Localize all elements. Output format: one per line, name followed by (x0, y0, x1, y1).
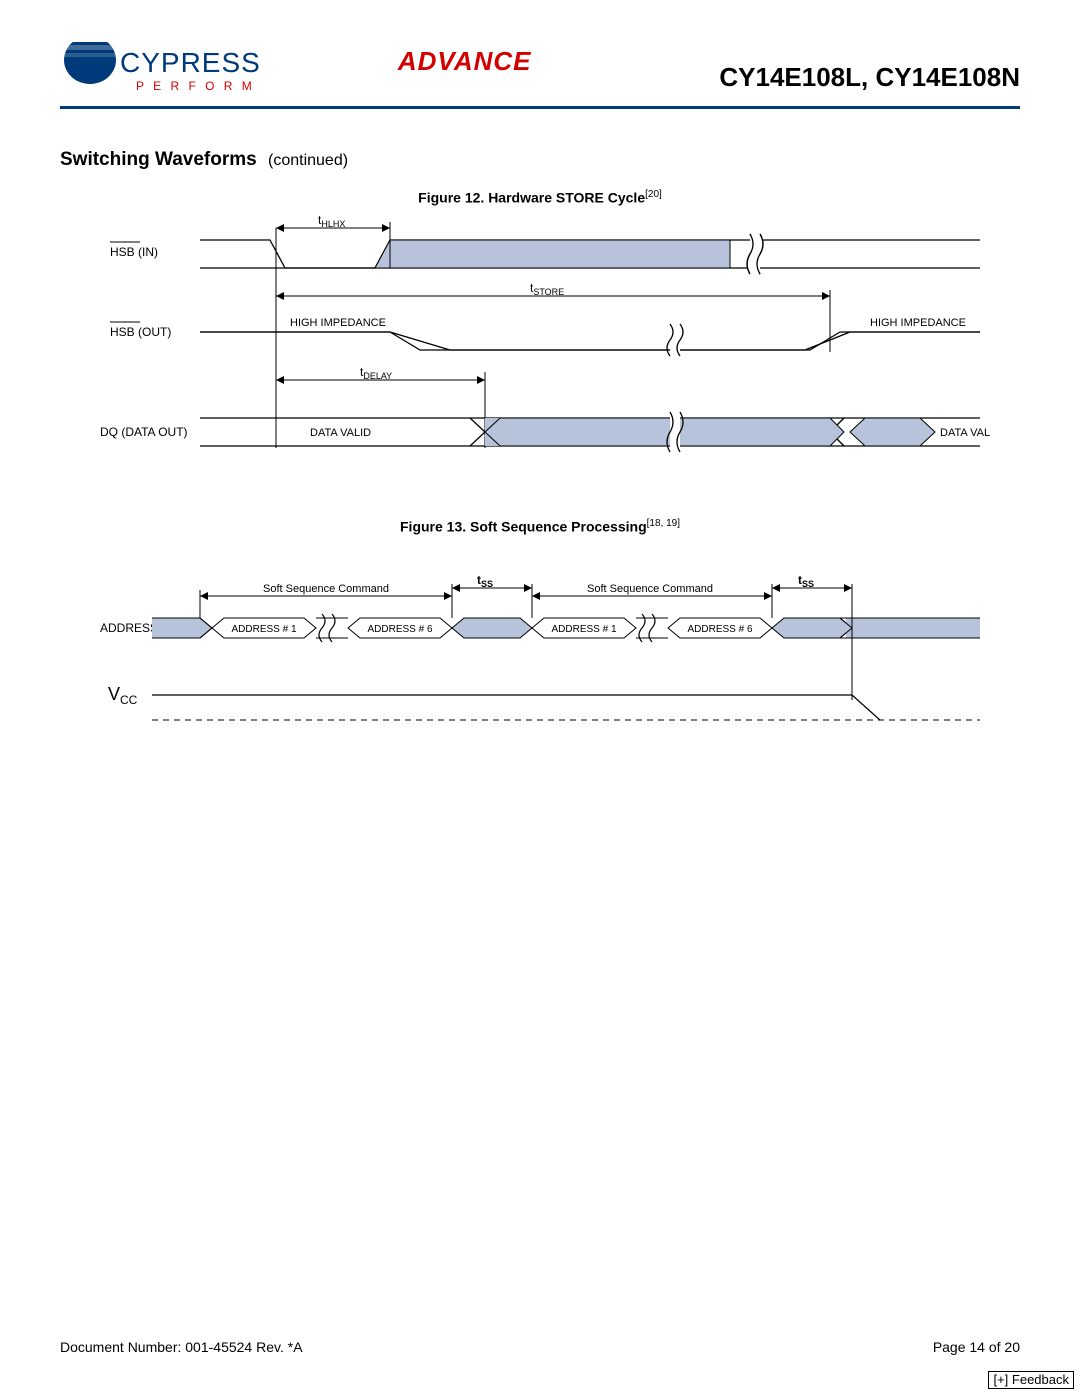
fig13-caption-text: Figure 13. Soft Sequence Processing (400, 518, 647, 534)
section-heading: Switching Waveforms (continued) (60, 149, 1020, 171)
logo-tagline: P E R F O R M (136, 79, 255, 93)
fig12-datavalid-left: DATA VALID (310, 427, 371, 439)
fig12-datavalid-right: DATA VALID (940, 427, 990, 439)
doc-number: Document Number: 001-45524 Rev. *A (60, 1339, 303, 1355)
fig13-caption: Figure 13. Soft Sequence Processing[18, … (60, 518, 1020, 535)
section-continued: (continued) (268, 152, 348, 169)
fig12-caption-text: Figure 12. Hardware STORE Cycle (418, 190, 645, 206)
header-rule (60, 106, 1020, 109)
logo-wordmark: CYPRESS (120, 47, 261, 78)
fig12-diagram: HSB (IN) (90, 212, 990, 492)
fig12-thlhx: tHLHX (318, 213, 345, 229)
cypress-logo: CYPRESS P E R F O R M (60, 32, 270, 102)
fig12-caption-sup: [20] (645, 189, 662, 200)
fig13-tss-a: tSS (477, 573, 493, 589)
fig12-tstore: tSTORE (530, 281, 564, 297)
fig13-diagram: ADDRESS ADDRESS # 1 (90, 540, 990, 740)
fig12-hsb-out-label: HSB (OUT) (110, 325, 171, 339)
advance-label: ADVANCE (398, 46, 532, 77)
fig13-softseq-b: Soft Sequence Command (587, 583, 713, 595)
fig13-addr1-b: ADDRESS # 1 (551, 624, 616, 635)
part-numbers: CY14E108L, CY14E108N (719, 62, 1020, 93)
section-title: Switching Waveforms (60, 149, 257, 170)
fig13-address-label: ADDRESS (100, 621, 158, 635)
fig13-tss-b: tSS (798, 573, 814, 589)
fig12-hsb-in-label: HSB (IN) (110, 245, 158, 259)
page-number: Page 14 of 20 (933, 1339, 1020, 1355)
fig13-caption-sup: [18, 19] (647, 518, 680, 529)
fig12-dq-label: DQ (DATA OUT) (100, 425, 188, 439)
fig13-addr6-b: ADDRESS # 6 (687, 624, 752, 635)
fig13-softseq-a: Soft Sequence Command (263, 583, 389, 595)
fig13-addr1-a: ADDRESS # 1 (231, 624, 296, 635)
feedback-button[interactable]: [+] Feedback (988, 1371, 1074, 1389)
fig12-caption: Figure 12. Hardware STORE Cycle[20] (60, 189, 1020, 206)
fig13-addr6-a: ADDRESS # 6 (367, 624, 432, 635)
fig12-highz-left: HIGH IMPEDANCE (290, 317, 386, 329)
page-footer: Document Number: 001-45524 Rev. *A Page … (60, 1339, 1020, 1355)
fig13-vcc-label: VCC (108, 684, 138, 707)
fig12-highz-right: HIGH IMPEDANCE (870, 317, 966, 329)
fig12-tdelay: tDELAY (360, 365, 392, 381)
